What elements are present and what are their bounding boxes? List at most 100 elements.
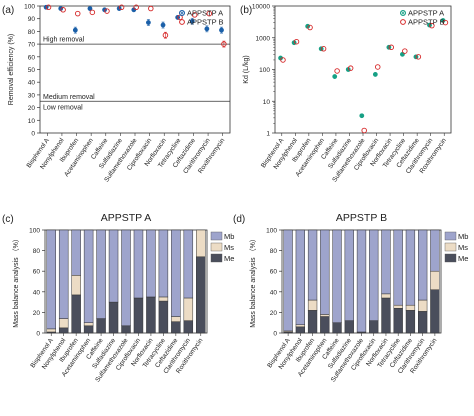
data-point	[146, 20, 151, 25]
data-point	[191, 12, 198, 18]
bar-segment-mb	[320, 229, 330, 315]
bar-segment-mb	[58, 229, 69, 319]
bar-segment-mb	[332, 229, 342, 323]
bar-segment-mb	[344, 229, 354, 321]
bar-segment-ms	[83, 322, 94, 327]
legend-swatch	[210, 242, 223, 252]
bar-segment-mb	[146, 229, 156, 298]
data-point	[388, 44, 395, 51]
panel-label: (d)	[233, 214, 245, 225]
bar-segment-ms	[430, 270, 440, 290]
y-tick-label: 10000	[252, 4, 270, 11]
bar-segment-me	[108, 301, 119, 334]
bar-segment-me	[146, 296, 156, 334]
bar-segment-mb	[307, 229, 318, 301]
bar-segment-mb	[183, 229, 194, 299]
legend-marker	[400, 10, 407, 17]
legend-label: APPSTP B	[187, 18, 224, 27]
bar-segment-mb	[418, 229, 428, 301]
bar-segment-mb	[381, 229, 391, 295]
data-point	[372, 72, 378, 77]
y-tick-label: 50	[28, 67, 36, 74]
legend-label: Ms	[458, 243, 468, 252]
y-tick-label: 10	[28, 118, 36, 125]
data-point	[89, 9, 96, 16]
data-point	[162, 32, 169, 38]
bar-segment-ms	[196, 229, 206, 258]
data-point	[204, 26, 210, 32]
bar-segment-mb	[430, 229, 440, 272]
y-tick-label: 60	[28, 54, 36, 61]
legend-label: APPSTP A	[187, 9, 223, 18]
y-tick-label: 60	[270, 269, 278, 276]
legend-marker	[179, 10, 186, 17]
data-point	[429, 22, 435, 29]
y-tick-label: 0	[273, 331, 277, 338]
bar-segment-mb	[133, 229, 144, 299]
bar-segment-mb	[405, 229, 416, 306]
data-point	[221, 41, 227, 47]
y-tick-label: 40	[270, 289, 278, 296]
bar-segment-me	[344, 320, 354, 334]
data-point	[87, 6, 93, 11]
y-tick-label: 20	[28, 105, 36, 112]
data-point	[293, 38, 300, 45]
bar-segment-ms	[58, 318, 69, 329]
bar-segment-mb	[283, 229, 293, 332]
data-point	[219, 27, 224, 33]
chart-title: APPSTP A	[101, 212, 152, 224]
data-point	[334, 68, 340, 74]
bar-segment-ms	[381, 293, 391, 299]
panel-label: (b)	[240, 5, 252, 16]
legend-marker	[179, 19, 185, 25]
data-point	[60, 7, 66, 13]
bar-segment-me	[307, 310, 318, 334]
chart-title: APPSTP B	[336, 212, 387, 224]
y-tick-label: 90	[28, 16, 36, 23]
data-point	[280, 57, 286, 63]
y-tick-label: 80	[28, 29, 36, 36]
y-tick-label: 100	[29, 228, 40, 235]
bar-segment-mb	[121, 229, 131, 327]
data-point	[206, 10, 213, 17]
bar-segment-me	[320, 316, 330, 334]
bar-segment-me	[332, 322, 342, 334]
data-point	[74, 10, 81, 17]
bar-segment-mb	[158, 229, 169, 298]
bar-segment-me	[295, 326, 305, 334]
data-point	[104, 8, 110, 14]
bar-segment-ms	[158, 296, 169, 302]
y-axis-label: Mass balance analysis （%）	[12, 235, 20, 328]
bar-segment-me	[158, 300, 169, 334]
legend-swatch	[210, 231, 223, 241]
legend-marker-dot	[181, 12, 183, 14]
bar-segment-me	[405, 310, 416, 334]
bar-segment-me	[430, 289, 440, 334]
panel-a: (a) 0 10 20 30 40 50 60 70 80 90 100 Removal efficie…	[2, 4, 231, 183]
bar-segment-mb	[108, 229, 119, 303]
data-point	[160, 22, 166, 28]
y-tick-label: 80	[33, 248, 41, 255]
bar-segment-mb	[96, 229, 106, 319]
bar-segment-mb	[71, 229, 81, 276]
legend-swatch	[444, 253, 457, 263]
panel-label: (c)	[2, 214, 14, 225]
bar-segment-me	[121, 325, 131, 334]
y-tick-label: 100	[266, 228, 277, 235]
panel-c: (c) APPSTP A 0 20 40 60 80 100 Mass balance anal…	[2, 212, 234, 383]
y-tick-label: 60	[33, 269, 41, 276]
legend-swatch	[444, 231, 457, 241]
legend-label: APPSTP A	[408, 9, 444, 18]
data-point	[133, 4, 139, 11]
y-tick-label: 1	[266, 131, 270, 138]
bar-segment-mb	[295, 229, 305, 326]
y-tick-label: 20	[270, 310, 278, 317]
bar-segment-ms	[405, 304, 416, 311]
legend-label: Mb	[224, 232, 234, 241]
threshold-label: High removal	[43, 37, 85, 44]
threshold-label: Medium removal	[43, 94, 95, 101]
legend-swatch	[444, 242, 457, 252]
bar-segment-me	[83, 325, 94, 334]
y-tick-label: 100	[24, 4, 35, 11]
